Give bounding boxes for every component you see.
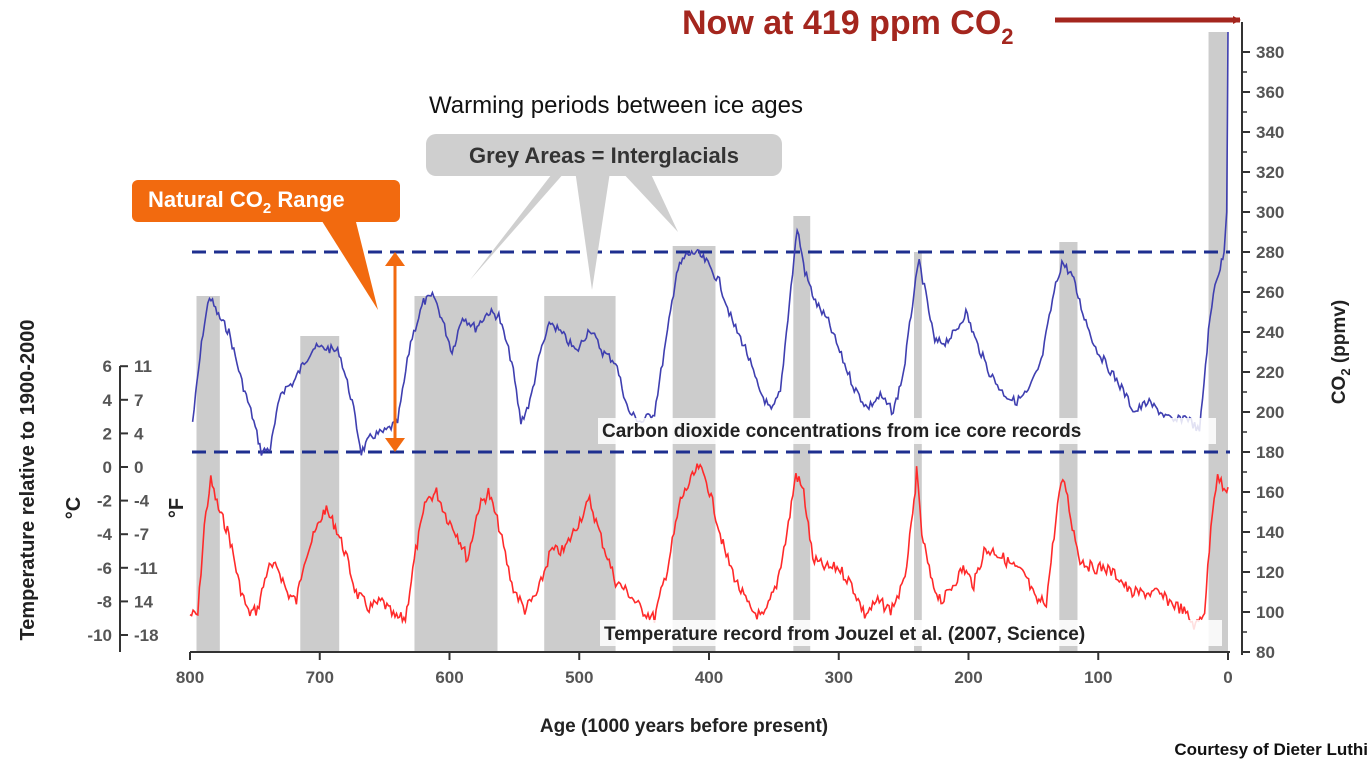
interglacial-band xyxy=(1208,32,1228,652)
interglacials-callout: Grey Areas = Interglacials xyxy=(426,134,782,290)
celsius-tick-label: -10 xyxy=(87,626,112,645)
celsius-tick-label: 6 xyxy=(103,357,112,376)
interglacial-band xyxy=(672,246,716,652)
x-tick-label: 400 xyxy=(695,668,723,687)
interglacial-band xyxy=(1059,242,1078,652)
temp-axis-title: Temperature relative to 1900-2000 xyxy=(17,320,39,641)
headline-current-co2: Now at 419 ppm CO2 xyxy=(682,4,1014,49)
fahrenheit-tick-label: -18 xyxy=(134,626,159,645)
interglacial-band xyxy=(414,296,498,652)
celsius-tick-label: 4 xyxy=(103,391,113,410)
interglacial-band xyxy=(544,296,616,652)
natural-range-callout: Natural CO2 Range xyxy=(132,180,400,310)
co2-axis-title: CO2 (ppmv) xyxy=(1329,300,1353,404)
co2-series-label: Carbon dioxide concentrations from ice c… xyxy=(602,421,1081,442)
co2-tick-label: 300 xyxy=(1256,203,1284,222)
celsius-tick-label: -4 xyxy=(97,525,113,544)
x-tick-label: 700 xyxy=(306,668,334,687)
x-tick-label: 300 xyxy=(825,668,853,687)
fahrenheit-tick-label: 0 xyxy=(134,458,143,477)
interglacial-band xyxy=(914,252,922,652)
x-tick-label: 800 xyxy=(176,668,204,687)
co2-label-bg xyxy=(598,418,1216,444)
fahrenheit-tick-label: 4 xyxy=(134,424,144,443)
celsius-tick-label: -8 xyxy=(97,592,112,611)
x-axis-title: Age (1000 years before present) xyxy=(540,716,828,737)
fahrenheit-tick-label: -11 xyxy=(134,559,158,578)
natural-range-callout-text: Natural CO2 Range xyxy=(148,187,345,217)
temperature-axis-ticks: 6 11 4 7 2 4 0 0 -2 -4 -4 -7 -6 -11 -8 14 -10 -18 xyxy=(87,357,158,645)
x-tick-label: 500 xyxy=(565,668,593,687)
co2-tick-label: 340 xyxy=(1256,123,1284,142)
co2-tick-label: 260 xyxy=(1256,283,1284,302)
temp-label-bg xyxy=(600,620,1222,646)
credit-text: Courtesy of Dieter Luthi xyxy=(1174,740,1368,759)
x-tick-label: 0 xyxy=(1223,668,1232,687)
co2-tick-label: 120 xyxy=(1256,563,1284,582)
x-tick-label: 600 xyxy=(435,668,463,687)
x-tick-label: 200 xyxy=(954,668,982,687)
celsius-tick-label: 0 xyxy=(103,458,112,477)
co2-tick-label: 240 xyxy=(1256,323,1284,342)
co2-tick-label: 180 xyxy=(1256,443,1284,462)
celsius-tick-label: -6 xyxy=(97,559,112,578)
co2-tick-label: 320 xyxy=(1256,163,1284,182)
co2-tick-label: 140 xyxy=(1256,523,1284,542)
x-tick-label: 100 xyxy=(1084,668,1112,687)
co2-tick-label: 280 xyxy=(1256,243,1284,262)
co2-tick-label: 80 xyxy=(1256,643,1275,662)
celsius-tick-label: -2 xyxy=(97,492,112,511)
co2-tick-label: 360 xyxy=(1256,83,1284,102)
celsius-unit-label: °C xyxy=(63,497,85,519)
co2-tick-label: 200 xyxy=(1256,403,1284,422)
interglacial-bands xyxy=(196,32,1228,652)
temperature-series-line xyxy=(189,463,1229,630)
subtitle: Warming periods between ice ages xyxy=(429,92,803,119)
co2-tick-label: 160 xyxy=(1256,483,1284,502)
co2-axis-ticks: 80 100 120 140 160 180 200 220 240 260 280 300 320 34… xyxy=(1242,43,1284,662)
co2-series-line xyxy=(191,31,1229,456)
co2-tick-label: 380 xyxy=(1256,43,1284,62)
co2-tick-label: 100 xyxy=(1256,603,1284,622)
temperature-series-label: Temperature record from Jouzel et al. (2… xyxy=(604,624,1085,645)
celsius-tick-label: 2 xyxy=(103,424,112,443)
fahrenheit-tick-label: -7 xyxy=(134,525,149,544)
interglacials-callout-text: Grey Areas = Interglacials xyxy=(469,143,739,168)
co2-tick-label: 220 xyxy=(1256,363,1284,382)
x-axis-ticks: 800 700 600 500 400 300 200 100 0 xyxy=(176,652,1233,687)
fahrenheit-tick-label: -4 xyxy=(134,492,150,511)
interglacial-band xyxy=(300,336,340,652)
fahrenheit-tick-label: 7 xyxy=(134,391,143,410)
fahrenheit-tick-label: 14 xyxy=(134,592,153,611)
natural-range-arrow xyxy=(385,252,405,452)
fahrenheit-tick-label: 11 xyxy=(134,357,152,376)
fahrenheit-unit-label: °F xyxy=(166,498,188,518)
